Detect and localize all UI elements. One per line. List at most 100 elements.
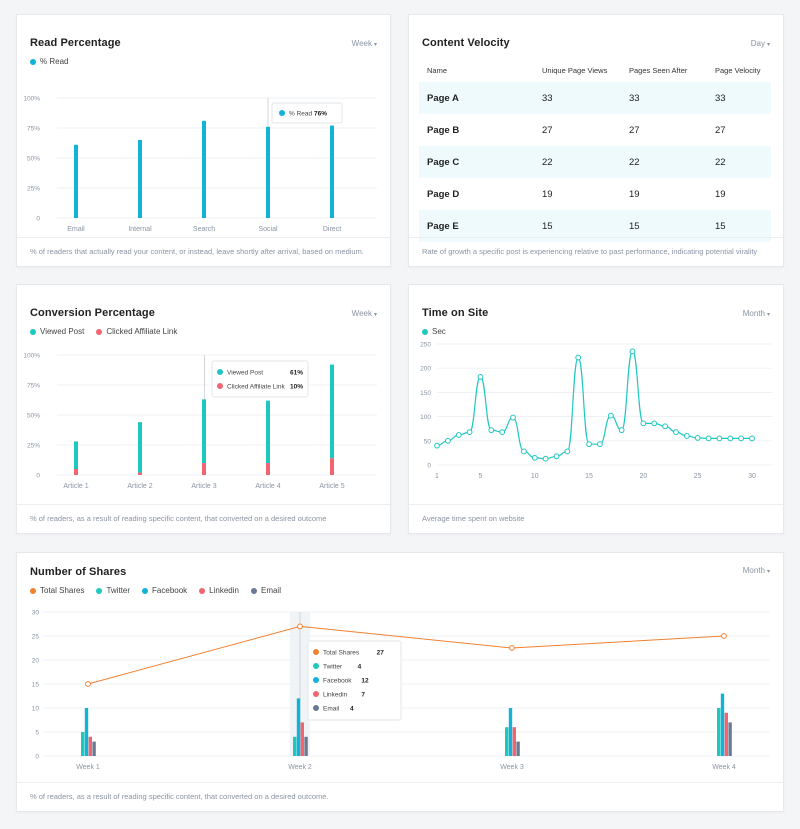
x-tick-label: Internal xyxy=(128,226,152,233)
chevron-down-icon: ▾ xyxy=(373,312,377,318)
table-row[interactable]: Page C 22 22 22 xyxy=(419,146,771,178)
table-cell: 15 xyxy=(621,210,707,242)
table-cell: 19 xyxy=(542,188,553,200)
x-tick-label: 25 xyxy=(694,473,702,480)
table-cell: 22 xyxy=(707,146,771,178)
period-label: Day xyxy=(750,39,765,48)
read-percentage-chart: 0 25% 50% 75% 100% Email Internal Search Social D… xyxy=(23,96,377,233)
period-dropdown[interactable]: Week ▾ xyxy=(352,309,377,318)
data-point xyxy=(716,435,723,442)
legend: Total Shares Twitter Facebook Linkedin Email xyxy=(30,586,281,595)
period-dropdown[interactable]: Day ▾ xyxy=(751,39,770,48)
y-tick-label: 25 xyxy=(32,634,40,641)
legend-label: Twitter xyxy=(106,586,131,595)
data-point xyxy=(727,435,734,442)
legend-item[interactable]: Linkedin xyxy=(199,586,239,595)
table-cell: 22 xyxy=(621,146,707,178)
data-point xyxy=(297,623,303,630)
bar-email xyxy=(728,722,732,756)
y-tick-label: 25% xyxy=(27,186,40,193)
x-tick-label: Social xyxy=(258,226,278,233)
y-tick-label: 30 xyxy=(32,610,40,617)
tooltip-value: 4 xyxy=(358,664,362,671)
x-tick-label: 10 xyxy=(531,473,539,480)
tooltip-value: 4 xyxy=(350,706,354,713)
legend-item[interactable]: % Read xyxy=(30,57,68,66)
y-tick-label: 75% xyxy=(27,126,40,133)
tooltip: Total Shares 27 Twitter 4 Facebook 12 Linkedin… xyxy=(307,640,402,721)
bar xyxy=(202,120,206,218)
chevron-down-icon: ▾ xyxy=(766,312,770,318)
legend-item[interactable]: Clicked Affiliate Link xyxy=(96,327,177,336)
legend-item[interactable]: Facebook xyxy=(142,586,187,595)
footer-text: % of readers, as a result of reading spe… xyxy=(30,792,329,801)
tooltip-label: Facebook xyxy=(323,678,352,685)
data-point xyxy=(510,414,516,421)
tooltip-value: 76% xyxy=(314,111,327,118)
period-dropdown[interactable]: Month ▾ xyxy=(743,566,770,575)
legend-label: % Read xyxy=(40,57,69,66)
bar xyxy=(266,126,270,218)
table-cell: 22 xyxy=(534,146,621,178)
table-cell: 33 xyxy=(621,82,707,114)
tooltip-box xyxy=(211,360,309,398)
footer-text: % of readers that actually read your con… xyxy=(30,247,364,256)
table-row[interactable]: Page D 19 19 19 xyxy=(419,178,771,210)
data-point xyxy=(694,434,701,441)
data-point xyxy=(520,448,527,455)
bar xyxy=(74,144,78,218)
x-tick-label: Article 5 xyxy=(319,483,344,490)
shares-chart: 0 5 10 15 20 25 30 Week 1 Week 2 Week 3 Week 4 Tota… xyxy=(32,610,770,771)
bar-facebook xyxy=(720,693,725,756)
data-point xyxy=(434,442,440,449)
y-tick-label: 50% xyxy=(27,156,40,163)
y-tick-label: 150 xyxy=(420,390,431,397)
table-row[interactable]: Page A 33 33 33 xyxy=(419,82,771,114)
card-title: Number of Shares xyxy=(30,566,127,578)
data-point xyxy=(749,435,755,442)
table-row[interactable]: Page B 27 27 27 xyxy=(419,114,771,146)
total-shares-line xyxy=(87,625,725,685)
table-cell: 19 xyxy=(715,188,726,200)
legend-item[interactable]: Sec xyxy=(422,327,446,336)
period-dropdown[interactable]: Month ▾ xyxy=(743,309,770,318)
tooltip-label: % Read xyxy=(289,111,313,118)
x-tick-label: Email xyxy=(67,226,85,233)
card-footer: % of readers, as a result of reading spe… xyxy=(17,504,390,533)
data-point xyxy=(673,429,679,435)
period-label: Week xyxy=(351,309,372,318)
x-tick-label: 20 xyxy=(639,473,647,480)
y-tick-label: 0 xyxy=(36,473,40,480)
tooltip: Viewed Post 61% Clicked Affiliate Link 10% xyxy=(211,360,309,398)
legend-item[interactable]: Email xyxy=(250,586,281,595)
tooltip-dot-icon xyxy=(313,649,319,655)
bar-viewed-post xyxy=(138,422,142,473)
tooltip: % Read 76% xyxy=(271,102,343,124)
x-tick-label: Search xyxy=(193,226,215,233)
legend-label: Facebook xyxy=(152,586,188,595)
tooltip-value: 61% xyxy=(290,370,303,377)
column-header: Name xyxy=(427,65,448,75)
page-name-cell: Page D xyxy=(427,188,460,200)
x-tick-label: 15 xyxy=(585,473,593,480)
y-tick-label: 10 xyxy=(32,706,40,713)
bar-clicked-affiliate-link xyxy=(202,463,206,475)
legend-item[interactable]: Viewed Post xyxy=(30,327,84,336)
data-point xyxy=(640,420,647,427)
table-header-row: Name Unique Page Views Pages Seen After … xyxy=(419,58,771,82)
legend-label: Sec xyxy=(432,327,446,336)
x-tick-label: 1 xyxy=(435,473,439,480)
data-point xyxy=(721,633,727,639)
legend-item[interactable]: Total Shares xyxy=(30,586,84,595)
table-row[interactable]: Page E 15 15 15 xyxy=(419,210,771,242)
page-name-cell: Page C xyxy=(419,146,534,178)
y-tick-label: 100% xyxy=(23,96,40,103)
bar-viewed-post xyxy=(266,400,270,463)
period-label: Month xyxy=(742,566,765,575)
y-tick-label: 20 xyxy=(32,658,40,665)
legend: % Read xyxy=(30,57,68,66)
period-dropdown[interactable]: Week ▾ xyxy=(352,39,377,48)
bar-clicked-affiliate-link xyxy=(74,469,78,475)
bar-facebook xyxy=(84,708,89,756)
legend-item[interactable]: Twitter xyxy=(96,586,130,595)
